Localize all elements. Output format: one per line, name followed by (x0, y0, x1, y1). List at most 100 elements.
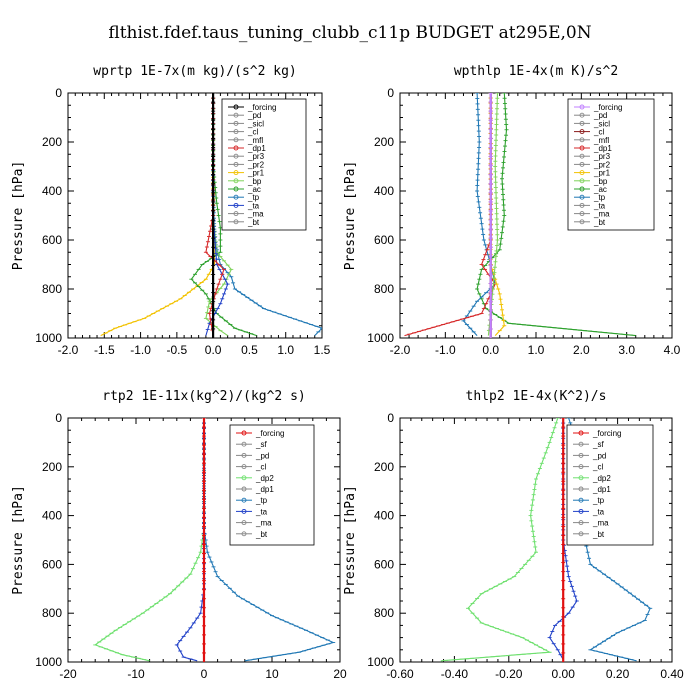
legend-label: _ma (593, 210, 610, 219)
x-tick-label: -10 (127, 667, 145, 681)
legend-label: _ta (247, 201, 260, 210)
legend-label: _pr2 (247, 160, 265, 169)
legend-marker (233, 112, 239, 118)
legend-marker (233, 120, 239, 126)
legend-marker (233, 170, 239, 176)
y-tick-label: 600 (42, 557, 62, 571)
x-tick-label: -2.0 (390, 343, 411, 357)
legend: _forcing _sf _pd _cl _dp2 _dp1 _tp _ta _ma _bt (229, 424, 315, 546)
legend-marker (579, 202, 585, 208)
legend-marker (579, 120, 585, 126)
legend-label: _ta (593, 201, 606, 210)
series-line-dp2 (94, 418, 205, 662)
legend: _forcing_pd_sicl_cl_mfl_dp1_pr3_pr2_pr1_… (221, 98, 307, 231)
x-tick-label: 3.0 (618, 343, 635, 357)
y-tick-label: 400 (42, 184, 62, 198)
legend-label: _sf (592, 440, 604, 449)
legend-label: _dp2 (592, 474, 611, 483)
legend-marker (241, 497, 247, 503)
y-tick-label: 1000 (367, 331, 394, 345)
legend-label: _bp (593, 177, 608, 186)
legend-label: _ac (247, 185, 261, 194)
legend-marker (578, 531, 584, 537)
panel-title: wpthlp 1E-4x(m K)/s^2 (454, 64, 618, 79)
legend-label: _pd (593, 111, 607, 120)
legend-label: _dp1 (247, 144, 266, 153)
figure-suptitle: flthist.fdef.taus_tuning_clubb_c11p BUDG… (108, 23, 591, 43)
panel-title: thlp2 1E-4x(K^2)/s (466, 389, 607, 404)
legend-label: _pr3 (593, 152, 611, 161)
legend-marker (241, 475, 247, 481)
legend-marker (578, 430, 584, 436)
y-tick-label: 600 (374, 557, 394, 571)
x-tick-label: 10 (265, 667, 279, 681)
x-tick-label: -2.0 (58, 343, 79, 357)
y-tick-label: 200 (42, 135, 62, 149)
legend-label: _cl (255, 463, 266, 472)
legend-label: _tp (593, 193, 606, 202)
x-tick-label: -1.5 (94, 343, 115, 357)
y-tick-label: 1000 (35, 331, 62, 345)
legend-marker (579, 137, 585, 143)
legend-marker (241, 441, 247, 447)
legend-label: _pd (255, 451, 269, 460)
legend-marker (233, 161, 239, 167)
legend-marker (579, 129, 585, 135)
x-tick-label: 0.0 (205, 343, 222, 357)
legend-marker (579, 186, 585, 192)
legend-marker (579, 194, 585, 200)
legend-label: _bt (593, 218, 606, 227)
x-tick-label: 1.0 (528, 343, 545, 357)
legend-label: _tp (592, 496, 605, 505)
x-tick-label: 0.00 (552, 667, 576, 681)
x-tick-label: -0.20 (495, 667, 523, 681)
legend-marker (578, 475, 584, 481)
x-tick-label: 20 (333, 667, 347, 681)
legend-marker (579, 104, 585, 110)
x-tick-label: 2.0 (573, 343, 590, 357)
legend-marker (233, 145, 239, 151)
y-tick-label: 200 (42, 460, 62, 474)
x-tick-label: 0.5 (241, 343, 258, 357)
legend-marker (579, 211, 585, 217)
x-tick-label: -0.40 (441, 667, 469, 681)
legend-label: _sf (255, 440, 267, 449)
legend-marker (233, 153, 239, 159)
chart-panel-4: thlp2 1E-4x(K^2)/s Pressure [hPa] -0.60 -0.… (343, 389, 684, 681)
y-axis-label: Pressure [hPa] (11, 485, 26, 595)
legend-label: _sicl (247, 119, 264, 128)
legend-label: _dp1 (592, 485, 611, 494)
legend-label: _ma (255, 519, 272, 528)
legend-marker (578, 486, 584, 492)
x-tick-label: -1.0 (435, 343, 456, 357)
legend-label: _ac (593, 185, 607, 194)
legend-label: _forcing (592, 429, 621, 438)
panel-title: wprtp 1E-7x(m kg)/(s^2 kg) (93, 64, 297, 79)
series-group (404, 93, 636, 338)
legend-marker (233, 211, 239, 217)
legend-marker (233, 178, 239, 184)
legend-marker (579, 161, 585, 167)
series-line-ta (176, 418, 205, 662)
y-tick-label: 400 (374, 509, 394, 523)
legend-label: _cl (593, 128, 604, 137)
y-tick-label: 600 (42, 233, 62, 247)
legend-marker (578, 508, 584, 514)
legend-label: _pd (592, 451, 606, 460)
x-tick-label: 0 (201, 667, 208, 681)
legend-label: _ma (592, 519, 609, 528)
legend: _forcing _sf _pd _cl _dp2 _dp1 _tp _ta _ma _bt (566, 424, 654, 546)
legend-marker (241, 520, 247, 526)
legend-marker (579, 112, 585, 118)
y-tick-label: 400 (42, 509, 62, 523)
legend-marker (233, 137, 239, 143)
legend-marker (241, 508, 247, 514)
legend-marker (578, 441, 584, 447)
y-tick-label: 0 (387, 86, 394, 100)
legend-marker (579, 153, 585, 159)
legend-marker (233, 186, 239, 192)
legend-marker (578, 520, 584, 526)
y-axis-label: Pressure [hPa] (343, 161, 358, 271)
y-tick-label: 600 (374, 233, 394, 247)
